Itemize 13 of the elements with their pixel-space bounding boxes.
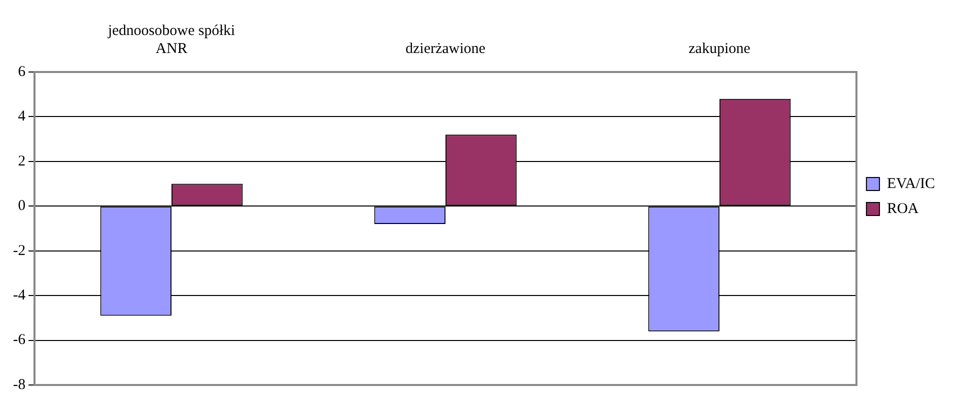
y-tick-label: 4 xyxy=(18,108,26,125)
y-tick-label: 6 xyxy=(18,64,26,80)
legend-label: EVA/IC xyxy=(886,176,935,192)
y-tick-label: 2 xyxy=(18,153,26,170)
y-tick-label: -2 xyxy=(12,242,26,259)
x-tick-label: dzierżawione xyxy=(405,40,486,57)
y-tick-label: 0 xyxy=(18,198,26,214)
y-tick-label: -4 xyxy=(12,288,26,304)
y-tick-label: -6 xyxy=(12,332,26,348)
x-tick-label: jednoosobowe spółki ANR xyxy=(106,22,236,57)
y-tick-label: -8 xyxy=(12,376,26,393)
x-tick-label: zakupione xyxy=(688,40,751,57)
legend-label: ROA xyxy=(886,200,919,217)
